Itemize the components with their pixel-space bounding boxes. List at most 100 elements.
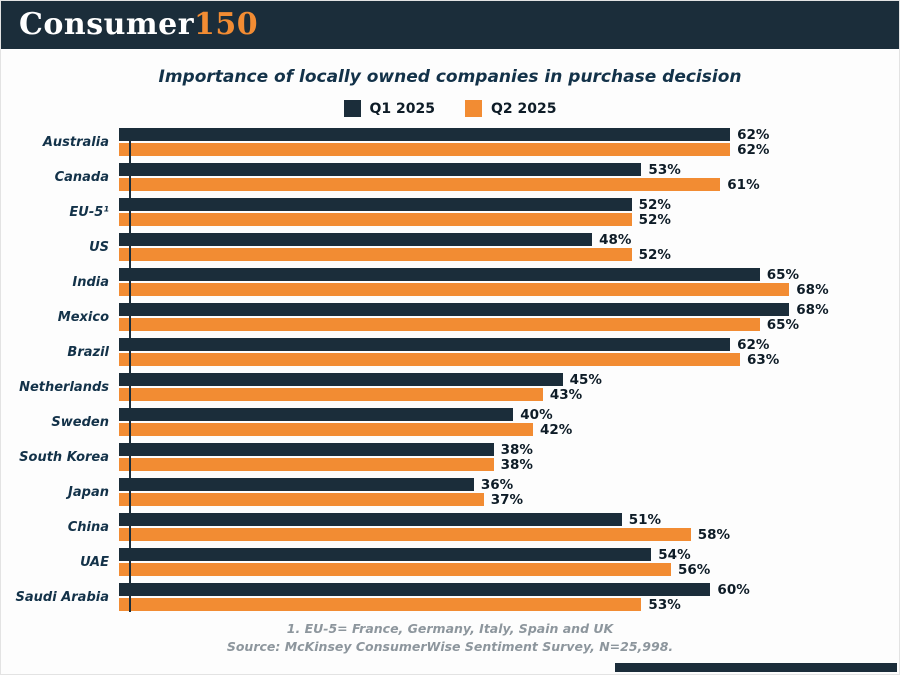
chart-row: Australia 62% 62%: [1, 125, 899, 160]
bar-group: 68% 65%: [119, 300, 829, 335]
bar-group: 38% 38%: [119, 440, 533, 475]
category-label: EU-5¹: [69, 205, 109, 220]
chart-title: Importance of locally owned companies in…: [158, 67, 742, 87]
bar-line: 48%: [119, 231, 671, 248]
bar-line: 53%: [119, 161, 760, 178]
bar-q2-2025: [119, 318, 760, 331]
bar-q2-2025: [119, 283, 790, 296]
bar-q2-2025: [119, 528, 691, 541]
bar-line: 53%: [119, 596, 750, 613]
value-label: 60%: [717, 581, 750, 598]
bar-q2-2025: [119, 248, 632, 261]
bar-q2-2025: [119, 213, 632, 226]
bar-line: 56%: [119, 562, 710, 578]
bar-q1-2025: [119, 198, 632, 211]
chart-rows: Australia 62% 62% Canada 53% 61% EU-5¹ 52% 52% US…: [1, 125, 899, 615]
chart-row: Mexico 68% 65%: [1, 300, 899, 335]
chart-row: China 51% 58%: [1, 510, 899, 545]
value-label: 58%: [697, 526, 731, 543]
value-label: 38%: [500, 456, 533, 473]
bar-q2-2025: [119, 423, 533, 436]
category-label: Brazil: [67, 345, 109, 360]
y-axis-line: [129, 128, 131, 612]
value-label: 37%: [490, 491, 524, 508]
bar-group: 52% 52%: [119, 195, 671, 230]
category-label: Mexico: [57, 310, 109, 325]
bar-line: 65%: [119, 267, 829, 283]
bar-q1-2025: [119, 548, 652, 561]
logo-150: 150: [194, 7, 259, 42]
bar-group: 54% 56%: [119, 545, 710, 580]
bar-q2-2025: [119, 143, 731, 156]
legend-item: Q2 2025: [465, 100, 556, 117]
category-label: Sweden: [51, 415, 109, 430]
bar-q2-2025: [119, 178, 721, 191]
value-label: 48%: [599, 231, 632, 248]
bar-q1-2025: [119, 583, 711, 596]
bar-group: 65% 68%: [119, 265, 829, 300]
legend-label: Q2 2025: [491, 100, 557, 117]
header-bar: Consumer150: [1, 1, 899, 49]
footnote-eu5: 1. EU-5= France, Germany, Italy, Spain a…: [286, 621, 614, 636]
chart-row: Brazil 62% 63%: [1, 335, 899, 370]
bar-q1-2025: [119, 233, 593, 246]
bar-line: 36%: [119, 476, 523, 493]
value-label: 61%: [727, 176, 760, 193]
bar-line: 40%: [119, 406, 572, 423]
bar-line: 38%: [119, 456, 533, 473]
bar-group: 60% 53%: [119, 580, 750, 615]
bar-group: 40% 42%: [119, 405, 572, 440]
bar-q1-2025: [119, 513, 622, 526]
bar-line: 54%: [119, 547, 710, 563]
value-label: 62%: [737, 336, 770, 353]
legend-swatch: [343, 100, 361, 117]
value-label: 63%: [747, 351, 780, 368]
value-label: 62%: [737, 141, 770, 158]
chart-row: UAE 54% 56%: [1, 545, 899, 580]
footnotes: 1. EU-5= France, Germany, Italy, Spain a…: [1, 620, 899, 656]
category-label: UAE: [80, 555, 109, 570]
bar-line: 45%: [119, 371, 602, 388]
bar-q1-2025: [119, 408, 514, 421]
bar-group: 48% 52%: [119, 230, 671, 265]
legend-label: Q1 2025: [369, 100, 435, 117]
bar-line: 42%: [119, 422, 572, 438]
bar-q2-2025: [119, 493, 484, 506]
bar-q1-2025: [119, 373, 563, 386]
bar-group: 36% 37%: [119, 475, 523, 510]
bar-q1-2025: [119, 443, 494, 456]
value-label: 52%: [638, 246, 671, 263]
bar-line: 38%: [119, 442, 533, 458]
category-label: Netherlands: [19, 380, 109, 395]
value-label: 40%: [520, 406, 553, 423]
category-label: Japan: [68, 485, 109, 500]
value-label: 53%: [648, 596, 681, 613]
bar-q2-2025: [119, 563, 671, 576]
bar-line: 60%: [119, 581, 750, 598]
value-label: 45%: [569, 371, 602, 388]
value-label: 62%: [737, 126, 770, 143]
bar-line: 51%: [119, 511, 730, 528]
legend: Q1 2025 Q2 2025: [1, 100, 899, 117]
chart-row: South Korea 38% 38%: [1, 440, 899, 475]
bar-line: 62%: [119, 336, 779, 353]
bar-line: 52%: [119, 197, 671, 213]
category-label: Canada: [54, 170, 109, 185]
bar-line: 37%: [119, 491, 524, 508]
bar-q1-2025: [119, 128, 731, 141]
chart-row: US 48% 52%: [1, 230, 899, 265]
value-label: 51%: [628, 511, 662, 528]
bar-line: 58%: [119, 526, 731, 543]
value-label: 68%: [796, 281, 829, 298]
bar-q1-2025: [119, 163, 642, 176]
value-label: 36%: [480, 476, 514, 493]
bar-q2-2025: [119, 458, 494, 471]
value-label: 52%: [638, 211, 671, 228]
value-label: 53%: [648, 161, 681, 178]
bar-group: 45% 43%: [119, 370, 602, 405]
bar-line: 52%: [119, 246, 671, 263]
bar-group: 62% 62%: [119, 125, 769, 160]
category-label: China: [67, 520, 109, 535]
chart-row: Netherlands 45% 43%: [1, 370, 899, 405]
chart-row: Sweden 40% 42%: [1, 405, 899, 440]
